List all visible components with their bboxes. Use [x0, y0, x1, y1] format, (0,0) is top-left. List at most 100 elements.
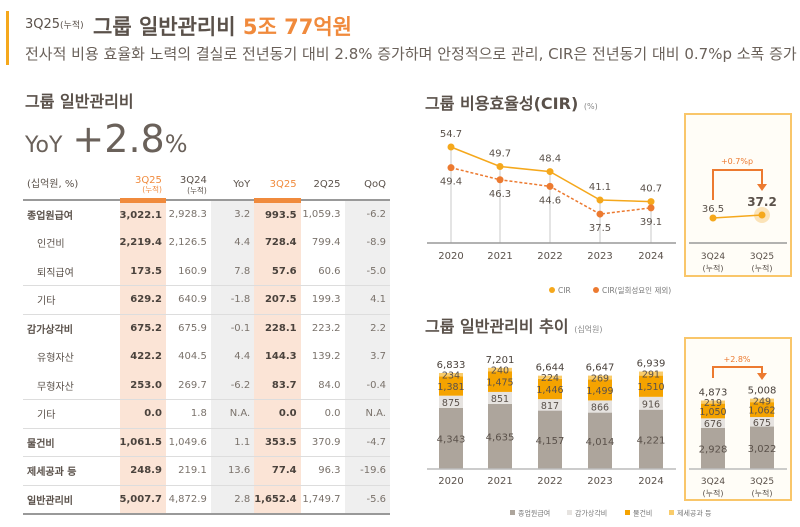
row-label: 무형자산: [37, 381, 74, 393]
cir-point: [596, 196, 604, 204]
sga-title: 그룹 일반관리비 추이 (십억원): [425, 313, 603, 337]
bar-segment: [538, 378, 562, 400]
bar-segment: [488, 371, 512, 392]
header-title: 그룹 일반관리비 5조 77억원: [93, 11, 352, 41]
table-cell: 4,872.9: [165, 484, 211, 514]
table-cell: 675.2: [119, 313, 166, 343]
legend-label: CIR(일회성요인 제외): [602, 285, 671, 295]
row-label: 물건비: [23, 427, 120, 457]
bar-segment: [439, 395, 463, 408]
table-row: 종업원급여 3,022.1 2,928.3 3.2 993.5 1,059.3 -6.2: [23, 200, 390, 229]
table-cell: 3.7: [344, 342, 390, 371]
bar-value-label: 916: [642, 399, 660, 410]
cir-x-tick: 2023: [587, 251, 612, 262]
sga-unit: (십억원): [574, 325, 603, 334]
bar-segment: [639, 371, 663, 376]
bar-x-tick: 2021: [487, 476, 512, 487]
table-cell: 7.8: [210, 257, 255, 286]
cir-data-label: 49.4: [440, 177, 462, 188]
cir-point: [496, 163, 504, 170]
bar-segment: [488, 391, 512, 404]
inset-bar-value-label: 1,062: [748, 406, 775, 417]
table-cell: 160.9: [178, 265, 207, 277]
bar-value-label: 269: [591, 373, 609, 384]
bar-segment: [588, 375, 612, 380]
inset-bar-total-label: 5,008: [748, 386, 777, 397]
table-cell: 3,022.1: [119, 200, 166, 229]
cir-point: [596, 210, 604, 218]
cir-x-tick: 2022: [537, 251, 562, 262]
table-cell: -0.1: [210, 313, 255, 343]
table-cell: 675.9: [165, 313, 211, 343]
table-row: 유형자산 422.2 404.5 4.4 144.3 139.2 3.7: [23, 342, 390, 371]
table-cell: 993.5: [254, 200, 301, 229]
bar-segment: [588, 379, 612, 401]
cir-title: 그룹 비용효율성(CIR) (%): [425, 90, 598, 114]
bar-value-label: 4,014: [586, 437, 615, 448]
header-subtitle: 전사적 비용 효율화 노력의 결실로 전년동기 대비 2.8% 증가하며 안정적…: [25, 45, 797, 63]
inset-bar-segment: [701, 403, 725, 419]
table-cell: 629.2: [119, 285, 166, 314]
table-cell: 370.9: [300, 427, 345, 457]
row-label: 퇴직급여: [37, 267, 74, 279]
inset-bar-value-label: 1,050: [699, 407, 726, 418]
col-header: YoY: [233, 179, 251, 191]
bar-total-label: 6,647: [586, 363, 615, 374]
bar-value-label: 866: [591, 403, 609, 414]
cir-unit: (%): [583, 102, 598, 111]
table-cell: 83.7: [254, 371, 301, 400]
table-cell: 248.9: [119, 456, 166, 485]
inset-x-tick: 3Q24: [701, 252, 726, 262]
table-cell: 2,928.3: [168, 209, 207, 221]
inset-x-tick: 3Q25: [750, 477, 774, 487]
yoy-label: YoY: [25, 133, 63, 158]
col-header: QoQ: [364, 179, 386, 191]
cir-data-label: 41.1: [589, 182, 611, 193]
header-tag: 3Q25(누적): [25, 17, 84, 32]
row-label: 제세공과 등: [23, 456, 120, 485]
row-label: 일반관리비: [23, 484, 120, 514]
cir-data-label: 54.7: [440, 129, 462, 140]
table-row: 물건비 1,061.5 1,049.6 1.1 353.5 370.9 -4.7: [23, 427, 390, 457]
section-title: 그룹 일반관리비: [25, 92, 134, 111]
bar-total-label: 6,644: [536, 363, 565, 374]
legend-label: 감가상각비: [575, 509, 607, 518]
col-header: 3Q25: [254, 172, 301, 203]
inset-point: [758, 211, 766, 219]
inset-bar-segment: [750, 398, 774, 403]
table-cell: 2,219.4: [119, 228, 166, 257]
cir-point: [447, 143, 455, 151]
table-cell: 0.0: [254, 399, 301, 428]
table-cell: 13.6: [210, 456, 255, 485]
cir-data-label: 46.3: [489, 189, 511, 200]
table-header: (십억원, %) 3Q25 (누적) 3Q24 (누적) YoY 3Q25 2Q25 QoQ: [23, 172, 390, 203]
table-cell: 640.9: [165, 285, 211, 314]
bar-value-label: 1,499: [586, 386, 613, 397]
table-row: 감가상각비 675.2 675.9 -0.1 228.1 223.2 2.2: [23, 313, 390, 343]
inset-bar-segment: [750, 426, 774, 469]
table-cell: 1,049.6: [165, 427, 211, 457]
table-cell: 1.1: [210, 427, 255, 457]
inset-bar-segment: [750, 402, 774, 418]
inset-x-tick: 3Q24: [701, 477, 726, 487]
table-cell: -1.8: [210, 285, 255, 314]
inset-point: [709, 214, 717, 222]
row-label: 기타: [23, 399, 120, 428]
cir-data-label: 44.6: [539, 195, 561, 206]
bar-value-label: 1,510: [637, 382, 664, 393]
row-label: 유형자산: [37, 353, 74, 365]
legend-label: 제세공과 등: [677, 509, 712, 518]
table-cell: 223.2: [300, 313, 345, 343]
yoy-figure: YoY +2.8%: [25, 117, 188, 161]
inset-bar-value-label: 676: [704, 419, 722, 430]
legend-label: CIR: [558, 286, 571, 295]
cir-point: [546, 182, 554, 190]
table-cell: 422.2: [119, 342, 166, 371]
bar-segment: [488, 367, 512, 372]
table-row: 무형자산 253.0 269.7 -6.2 83.7 84.0 -0.4: [23, 371, 390, 400]
bar-x-tick: 2023: [587, 476, 612, 487]
bar-value-label: 1,381: [437, 382, 464, 393]
table-cell: N.A.: [210, 399, 255, 428]
inset-bar-value-label: 219: [704, 398, 722, 409]
cir-point: [447, 164, 455, 172]
